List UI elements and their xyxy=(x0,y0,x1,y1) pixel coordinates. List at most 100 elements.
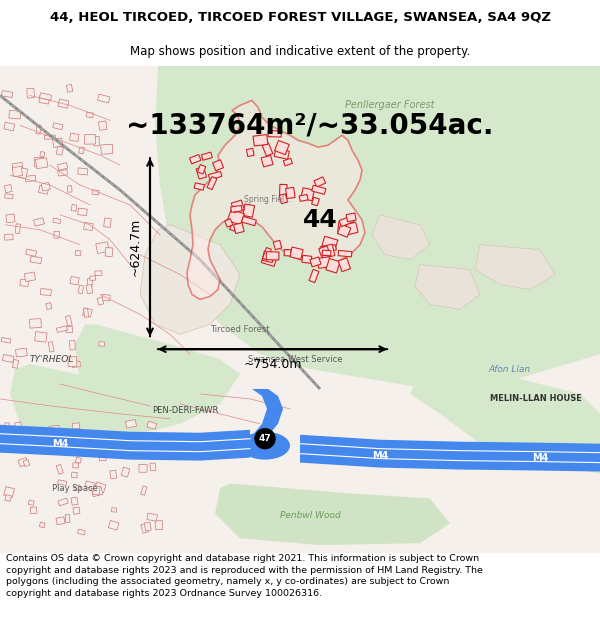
Bar xyxy=(18,458,28,467)
Bar xyxy=(261,253,277,266)
Bar xyxy=(83,222,93,231)
Text: Tircoed Forest: Tircoed Forest xyxy=(210,325,270,334)
Bar xyxy=(56,517,65,525)
Text: Afon Llan: Afon Llan xyxy=(489,364,531,374)
Text: Swansea West Service: Swansea West Service xyxy=(248,354,342,364)
Bar xyxy=(212,160,224,171)
Bar xyxy=(286,188,295,199)
Bar xyxy=(339,216,353,227)
Bar xyxy=(36,125,41,134)
Bar xyxy=(4,487,14,498)
Bar xyxy=(7,442,16,449)
Text: Map shows position and indicative extent of the property.: Map shows position and indicative extent… xyxy=(130,45,470,58)
Text: M4: M4 xyxy=(532,452,548,462)
Bar xyxy=(77,529,85,535)
Bar xyxy=(284,249,291,256)
Bar xyxy=(77,208,88,216)
Bar xyxy=(35,158,48,169)
Bar xyxy=(280,184,287,196)
Text: 47: 47 xyxy=(259,434,271,443)
Bar xyxy=(242,216,256,226)
Bar xyxy=(17,430,25,439)
Bar xyxy=(94,136,100,146)
Bar xyxy=(85,134,95,144)
Bar xyxy=(301,188,314,201)
Text: ~133764m²/~33.054ac.: ~133764m²/~33.054ac. xyxy=(126,111,494,139)
Bar xyxy=(155,521,163,529)
Bar xyxy=(346,213,356,222)
Bar xyxy=(35,158,44,167)
Bar xyxy=(53,218,61,224)
Text: PEN-DERI-FAWR: PEN-DERI-FAWR xyxy=(152,406,218,416)
Bar xyxy=(30,507,37,514)
Bar xyxy=(150,463,156,471)
Bar xyxy=(56,326,68,332)
Bar xyxy=(94,482,106,493)
Text: M4: M4 xyxy=(52,439,68,449)
Bar xyxy=(23,459,30,466)
Bar xyxy=(144,522,151,531)
Bar xyxy=(268,131,281,137)
Bar xyxy=(73,423,80,429)
Bar xyxy=(40,289,52,296)
Bar xyxy=(81,436,90,444)
Bar xyxy=(58,162,68,170)
Text: TY'RHEOL: TY'RHEOL xyxy=(30,354,74,364)
Text: 44, HEOL TIRCOED, TIRCOED FOREST VILLAGE, SWANSEA, SA4 9QZ: 44, HEOL TIRCOED, TIRCOED FOREST VILLAGE… xyxy=(49,11,551,24)
Bar xyxy=(111,431,120,439)
Bar xyxy=(230,221,241,232)
Bar xyxy=(66,326,73,332)
Bar xyxy=(30,256,42,264)
Polygon shape xyxy=(475,245,555,289)
Polygon shape xyxy=(372,215,430,259)
Bar xyxy=(125,419,137,428)
Bar xyxy=(299,194,308,201)
Bar xyxy=(108,521,119,530)
Text: Penbwl Wood: Penbwl Wood xyxy=(280,511,340,520)
Bar xyxy=(41,182,50,191)
Bar xyxy=(13,359,19,368)
Bar xyxy=(1,91,13,98)
Bar xyxy=(112,508,117,512)
Bar xyxy=(39,95,50,104)
Bar xyxy=(320,244,335,258)
Ellipse shape xyxy=(240,432,290,459)
Circle shape xyxy=(255,429,275,449)
Bar xyxy=(27,88,35,98)
Bar xyxy=(275,141,289,155)
Bar xyxy=(80,443,89,452)
Polygon shape xyxy=(187,101,365,299)
Polygon shape xyxy=(215,484,450,545)
Bar xyxy=(53,122,63,129)
Bar xyxy=(52,138,63,148)
Bar xyxy=(2,354,14,362)
Bar xyxy=(58,99,69,108)
Bar xyxy=(35,332,47,342)
Bar xyxy=(67,84,73,92)
Bar xyxy=(262,143,273,156)
Bar xyxy=(78,285,83,294)
Bar xyxy=(314,177,326,187)
Bar xyxy=(67,186,72,192)
Polygon shape xyxy=(242,389,283,446)
Bar xyxy=(58,498,68,506)
Bar xyxy=(24,272,35,282)
Bar xyxy=(274,148,289,159)
Bar xyxy=(196,167,206,179)
Bar xyxy=(40,522,45,528)
Bar xyxy=(227,209,244,225)
Polygon shape xyxy=(140,225,240,334)
Bar xyxy=(25,175,36,182)
Bar xyxy=(121,467,130,477)
Bar xyxy=(13,166,22,177)
Bar xyxy=(338,251,352,257)
Bar xyxy=(273,241,282,249)
Bar xyxy=(317,257,331,268)
Text: 44: 44 xyxy=(302,208,337,232)
Bar xyxy=(312,185,326,194)
Bar xyxy=(194,182,205,190)
Bar xyxy=(230,206,242,212)
Bar xyxy=(253,134,268,146)
Bar xyxy=(147,513,157,521)
Bar xyxy=(99,342,105,346)
